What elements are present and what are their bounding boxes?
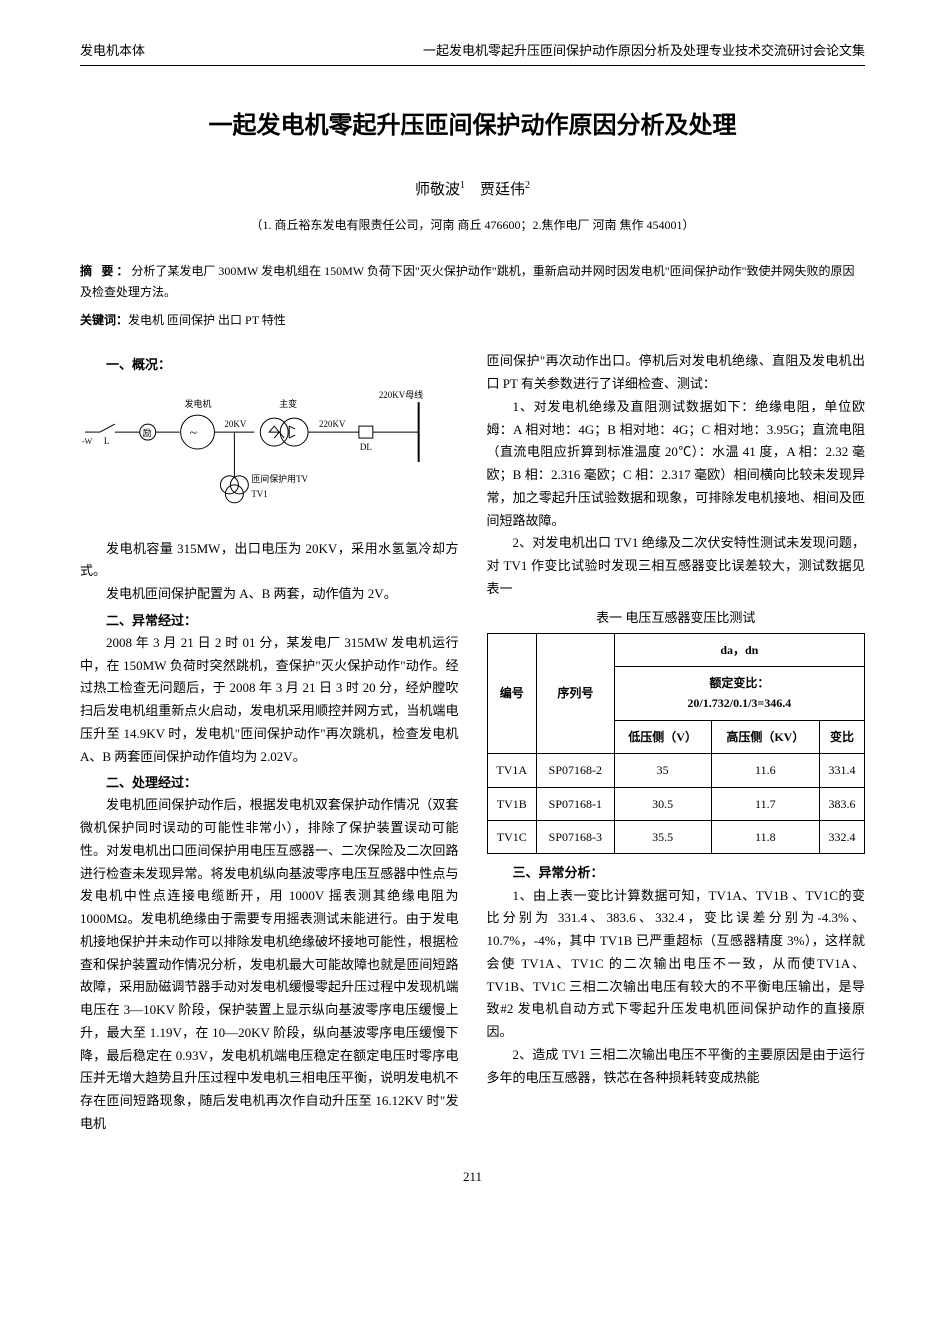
para-r5: 1、由上表一变比计算数据可知，TV1A、TV1B 、TV1C的变比分别为 331… [487,885,866,1044]
th-eding: 额定变比： 20/1.732/0.1/3=346.4 [614,667,864,721]
th-xulie: 序列号 [536,633,614,754]
svg-text:~: ~ [190,427,198,442]
two-column-body: 一、概况： -W L 励 发电机 ~ 20KV 主变 [80,350,865,1135]
paper-title: 一起发电机零起升压匝间保护动作原因分析及处理 [80,106,865,147]
para-r6: 2、造成 TV1 三相二次输出电压不平衡的主要原因是由于运行多年的电压互感器，铁… [487,1044,866,1090]
th-bianbi: 变比 [820,720,865,753]
circuit-diagram: -W L 励 发电机 ~ 20KV 主变 [80,382,459,522]
author-2-sup: 2 [525,180,530,191]
cell: 30.5 [614,787,711,820]
ratio-table: 编号 序列号 da，dn 额定变比： 20/1.732/0.1/3=346.4 … [487,633,866,855]
table-caption: 表一 电压互感器变压比测试 [487,607,866,629]
table-row: TV1A SP07168-2 35 11.6 331.4 [487,754,865,787]
page-number: 211 [80,1166,865,1188]
section-analysis: 三、异常分析： [487,862,866,884]
th-eding-line1: 额定变比： [619,673,860,693]
section-abnormal: 二、异常经过： [80,610,459,632]
svg-text:-W: -W [82,437,93,446]
author-2: 贾廷伟 [480,182,525,198]
affiliation: （1. 商丘裕东发电有限责任公司，河南 商丘 476600；2.焦作电厂 河南 … [80,215,865,235]
cell: 35.5 [614,821,711,854]
abstract-text: 分析了某发电厂 300MW 发电机组在 150MW 负荷下因"灭火保护动作"跳机… [80,264,855,300]
cell: 11.7 [711,787,820,820]
para-l1: 发电机容量 315MW，出口电压为 20KV，采用水氢氢冷却方式。 [80,538,459,584]
th-eding-line2: 20/1.732/0.1/3=346.4 [619,693,860,713]
table-row: TV1B SP07168-1 30.5 11.7 383.6 [487,787,865,820]
cell: 35 [614,754,711,787]
para-r3: 2、对发电机出口 TV1 绝缘及二次伏安特性测试未发现问题，对 TV1 作变比试… [487,532,866,600]
svg-text:匝间保护用TV: 匝间保护用TV [251,473,308,484]
abstract: 摘 要：分析了某发电厂 300MW 发电机组在 150MW 负荷下因"灭火保护动… [80,261,865,304]
svg-text:DL: DL [360,442,372,452]
para-r1: 匝间保护"再次动作出口。停机后对发电机绝缘、直阻及发电机出口 PT 有关参数进行… [487,350,866,396]
right-column: 匝间保护"再次动作出口。停机后对发电机绝缘、直阻及发电机出口 PT 有关参数进行… [487,350,866,1135]
cell: TV1B [487,787,536,820]
svg-text:L: L [104,436,109,446]
svg-text:220KV: 220KV [319,420,346,430]
cell: 332.4 [820,821,865,854]
page-header: 发电机本体 一起发电机零起升压匝间保护动作原因分析及处理专业技术交流研讨会论文集 [80,40,865,66]
para-r2: 1、对发电机绝缘及直阻测试数据如下：绝缘电阻，单位欧姆：A 相对地：4G；B 相… [487,396,866,533]
svg-text:TV1: TV1 [251,489,267,499]
svg-text:主变: 主变 [279,399,297,410]
th-hv: 高压侧（KV） [711,720,820,753]
author-1: 师敬波 [415,182,460,198]
header-left: 发电机本体 [80,40,145,62]
left-column: 一、概况： -W L 励 发电机 ~ 20KV 主变 [80,350,459,1135]
keywords-text: 发电机 匝间保护 出口 PT 特性 [128,313,286,327]
authors: 师敬波1 贾廷伟2 [80,177,865,204]
para-l4: 发电机匝间保护动作后，根据发电机双套保护动作情况（双套微机保护同时误动的可能性非… [80,794,459,1135]
cell: SP07168-1 [536,787,614,820]
abstract-label: 摘 要： [80,264,131,278]
table-row: TV1C SP07168-3 35.5 11.8 332.4 [487,821,865,854]
th-dadn: da，dn [614,633,864,666]
author-1-sup: 1 [460,180,465,191]
header-right: 一起发电机零起升压匝间保护动作原因分析及处理专业技术交流研讨会论文集 [423,40,865,62]
svg-text:20KV: 20KV [224,420,246,430]
svg-text:励: 励 [143,429,152,439]
th-bianhao: 编号 [487,633,536,754]
cell: 383.6 [820,787,865,820]
cell: 11.8 [711,821,820,854]
cell: 331.4 [820,754,865,787]
para-l2: 发电机匝间保护配置为 A、B 两套，动作值为 2V。 [80,583,459,606]
keywords-label: 关键词： [80,313,128,327]
cell: SP07168-3 [536,821,614,854]
keywords: 关键词：发电机 匝间保护 出口 PT 特性 [80,310,865,330]
para-l3: 2008 年 3 月 21 日 2 时 01 分，某发电厂 315MW 发电机运… [80,632,459,769]
cell: TV1A [487,754,536,787]
cell: TV1C [487,821,536,854]
section-overview: 一、概况： [80,354,459,376]
cell: SP07168-2 [536,754,614,787]
svg-text:发电机: 发电机 [185,399,212,410]
section-process: 二、处理经过： [80,772,459,794]
th-lv: 低压侧（V） [614,720,711,753]
svg-text:220KV母线: 220KV母线 [379,390,423,401]
cell: 11.6 [711,754,820,787]
